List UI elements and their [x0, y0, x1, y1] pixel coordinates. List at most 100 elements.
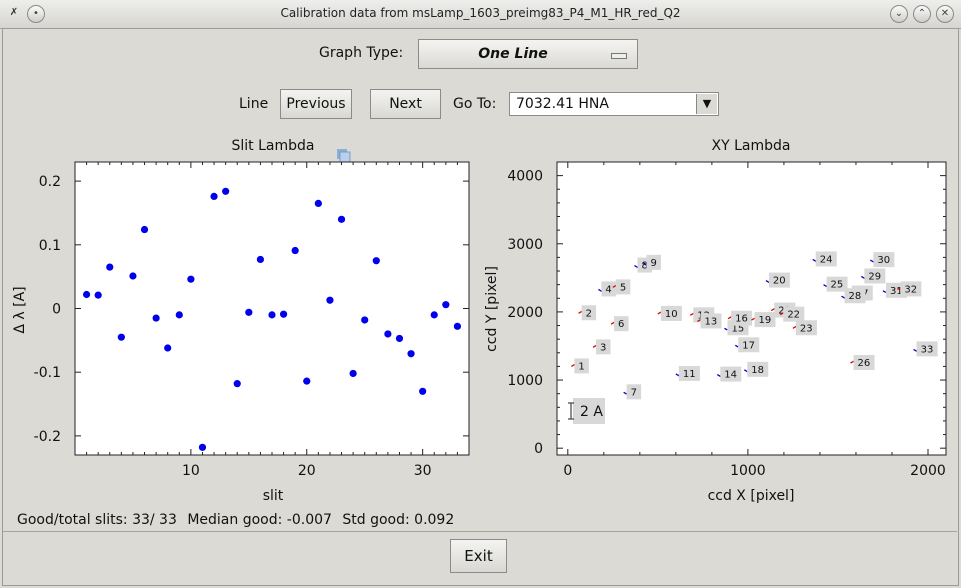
data-point [430, 311, 438, 319]
calibration-marker: 28 [841, 288, 866, 304]
point-label: 4 [605, 284, 611, 295]
data-point [407, 350, 415, 358]
chart-options-icon[interactable] [337, 149, 351, 163]
point-label: 7 [631, 387, 637, 398]
offset-tick [882, 290, 887, 294]
point-label: 28 [849, 291, 862, 302]
window-title: Calibration data from msLamp_1603_preimg… [280, 6, 681, 20]
xy-xlabel: ccd X [pixel] [708, 488, 795, 504]
calibration-marker: 32 [897, 281, 922, 297]
y-tick-label: 1000 [507, 373, 543, 389]
dropdown-indicator-icon [611, 53, 627, 59]
point-label: 9 [650, 258, 656, 269]
point-label-bg [916, 341, 938, 357]
data-point [372, 257, 380, 265]
point-label-bg [626, 384, 642, 400]
calibration-marker: 29 [861, 268, 886, 284]
calibration-marker: 19 [751, 312, 776, 328]
data-point [349, 369, 357, 378]
offset-tick [571, 363, 576, 367]
previous-button[interactable]: Previous [280, 89, 352, 119]
data-point [303, 377, 311, 385]
point-label-bg [747, 361, 769, 377]
calibration-marker: 6 [610, 316, 629, 332]
data-point [187, 275, 195, 283]
data-point [164, 344, 172, 352]
graph-type-label: Graph Type: [319, 45, 404, 61]
point-label: 13 [704, 316, 717, 327]
stats-line: Good/total slits: 33/ 33 Median good: -0… [17, 512, 454, 528]
point-label: 25 [831, 280, 844, 291]
data-point [442, 301, 450, 309]
x-tick-label: 0 [563, 463, 572, 479]
maximize-button[interactable]: ⌃ [913, 5, 931, 23]
data-point [129, 272, 137, 280]
point-label-bg [574, 358, 589, 374]
calibration-marker: 16 [727, 310, 753, 326]
goto-combobox[interactable]: 7032.41 HNA ▼ [509, 92, 719, 116]
calibration-marker: 9 [643, 254, 661, 270]
point-label: 6 [618, 319, 624, 330]
offset-tick [734, 344, 739, 348]
data-point [326, 296, 334, 304]
calibration-marker: 20 [765, 272, 790, 288]
exit-button[interactable]: Exit [450, 539, 507, 573]
data-point [291, 246, 299, 255]
close-button[interactable]: ✕ [936, 5, 954, 23]
point-label: 19 [759, 315, 772, 326]
data-point [337, 215, 346, 223]
data-point [82, 290, 91, 299]
next-button[interactable]: Next [370, 89, 441, 119]
minimize-button[interactable]: ⌄ [890, 5, 908, 23]
point-label: 16 [735, 314, 748, 325]
data-point [117, 333, 125, 341]
calibration-marker: 30 [870, 252, 895, 268]
data-point [152, 314, 160, 322]
point-label-bg [900, 281, 922, 297]
graph-type-dropdown[interactable]: One Line [418, 39, 638, 69]
combo-arrow-icon[interactable]: ▼ [696, 94, 717, 114]
data-point [94, 291, 102, 299]
calibration-marker: 14 [716, 366, 742, 382]
slit-plot-area [74, 161, 470, 456]
calibration-marker: 2 [578, 305, 597, 321]
y-tick-label: 0.2 [39, 174, 61, 190]
point-label-bg [815, 251, 837, 267]
calibration-marker: 3 [592, 339, 611, 355]
xy-ylabel: ccd Y [pixel] [484, 266, 500, 352]
window-menu-button[interactable]: • [27, 5, 45, 23]
point-label-bg [614, 316, 629, 332]
calibration-marker: 25 [823, 276, 848, 292]
xy-lambda-title: XY Lambda [712, 138, 791, 154]
point-label-bg [731, 310, 753, 326]
data-point [314, 199, 322, 208]
point-label: 32 [904, 284, 917, 295]
offset-tick [623, 391, 628, 395]
point-label: 18 [751, 365, 764, 376]
data-point [395, 334, 404, 343]
point-label-bg [720, 366, 742, 382]
offset-tick [724, 327, 728, 331]
point-label: 17 [742, 340, 755, 351]
y-tick-label: 0.1 [39, 238, 61, 254]
goto-value: 7032.41 HNA [516, 96, 609, 112]
data-point [384, 330, 392, 338]
point-label-bg [601, 281, 616, 297]
data-point [279, 310, 288, 318]
point-label: 30 [877, 255, 890, 266]
offset-tick [578, 310, 583, 314]
point-label: 22 [787, 310, 800, 321]
point-label: 29 [868, 271, 881, 282]
point-label-bg [678, 365, 700, 381]
point-label-bg [853, 355, 875, 371]
calibration-marker: 11 [675, 365, 700, 381]
app-icon: ✗ [9, 7, 19, 18]
point-label-bg [873, 252, 895, 268]
std-value: 0.092 [414, 512, 455, 528]
data-point [453, 322, 462, 330]
calibration-marker: 24 [812, 251, 837, 267]
x-tick-label: 1000 [730, 463, 766, 479]
point-label: 1 [578, 361, 584, 372]
point-label-bg [768, 272, 790, 288]
